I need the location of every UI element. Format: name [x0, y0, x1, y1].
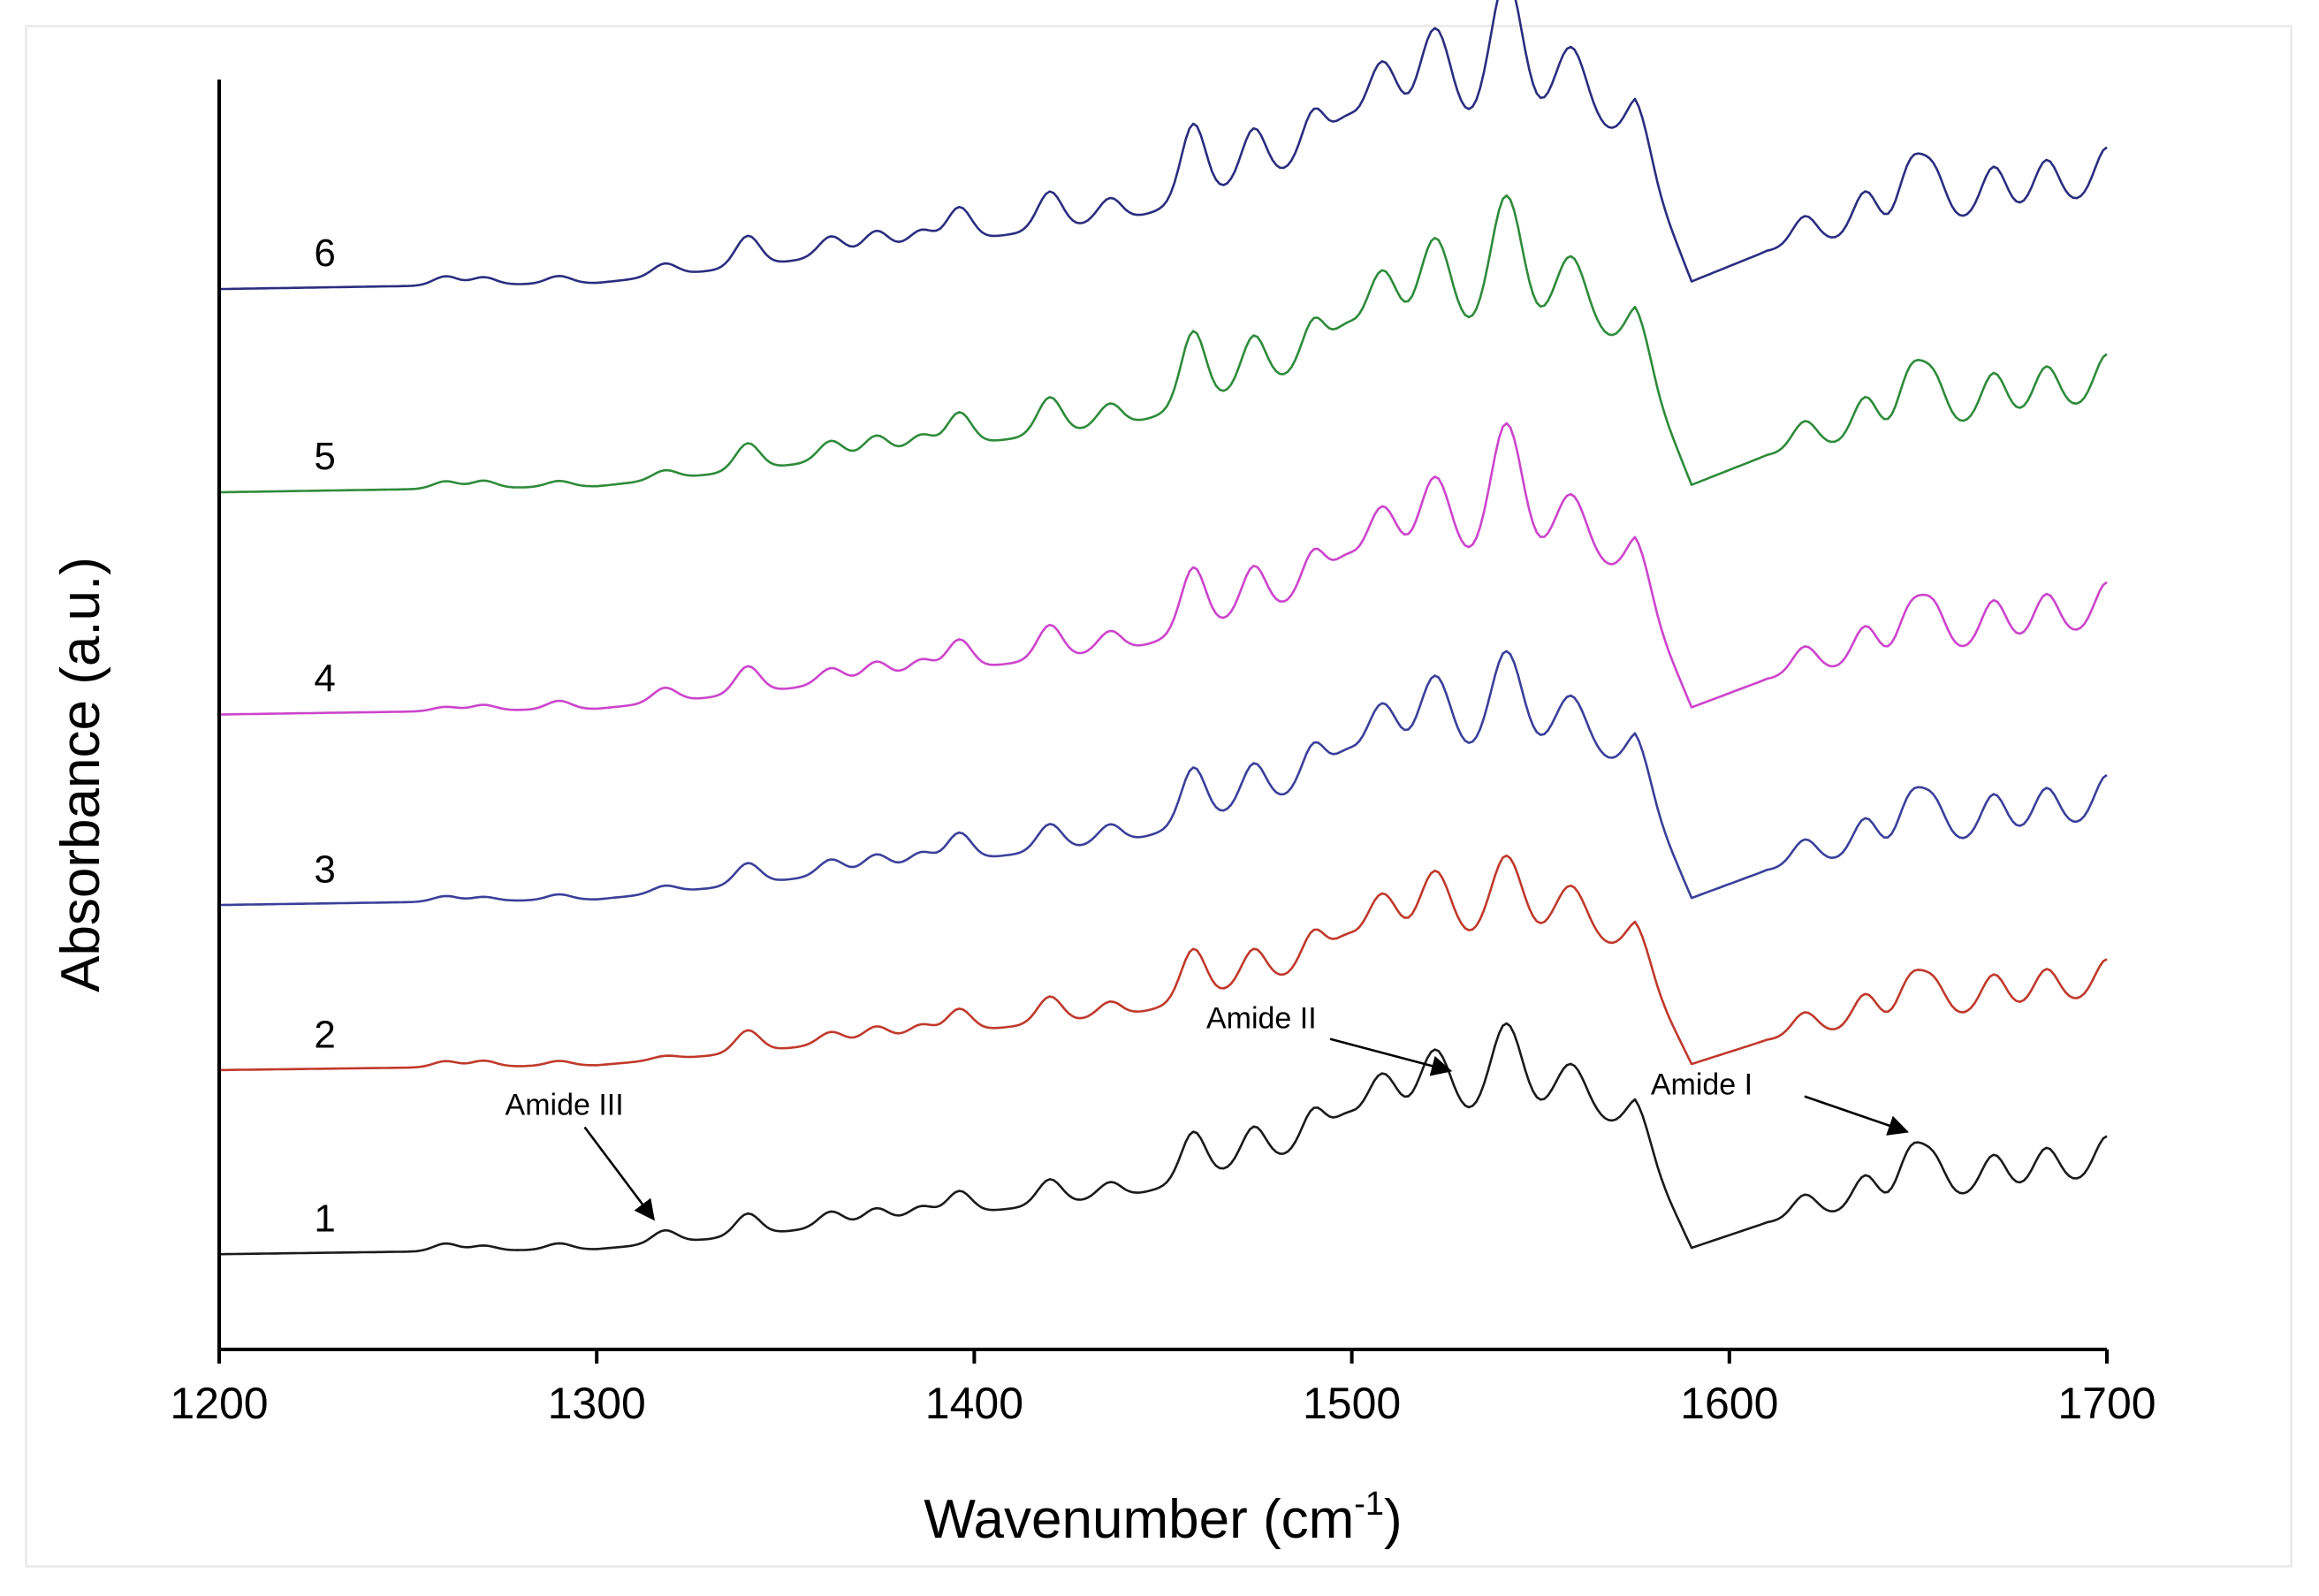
- series-label-4: 4: [314, 657, 335, 701]
- x-tick-label: 1200: [170, 1379, 268, 1428]
- annotation-label-3: Amide I: [1651, 1068, 1753, 1102]
- x-tick-label: 1400: [925, 1379, 1023, 1428]
- axis-layer: 1200 1300 1400 1500 1600 1700 Wavenumber (cm-1…: [50, 80, 2156, 1550]
- annotation-label-1: Amide III: [506, 1089, 624, 1122]
- x-axis-title: Wavenumber (cm-1): [924, 1486, 1402, 1550]
- series-label-2: 2: [314, 1013, 335, 1056]
- series-label-3: 3: [314, 847, 335, 891]
- y-axis-title: Absorbance (a.u.): [50, 557, 111, 992]
- series-label-5: 5: [314, 435, 335, 478]
- x-tick-label: 1500: [1303, 1379, 1401, 1428]
- series-line-6: [218, 0, 2108, 291]
- series-label-1: 1: [314, 1197, 335, 1241]
- label-layer: Amide III Amide II Amide I: [506, 1002, 1910, 1221]
- series-layer: 1 2 3 4 5 6: [218, 0, 2108, 1256]
- annotation-label-2: Amide II: [1206, 1002, 1317, 1036]
- series-line-1: [219, 1022, 2108, 1256]
- annotation-arrow-3: [1804, 1095, 1910, 1136]
- series-line-3: [219, 650, 2108, 907]
- series-label-6: 6: [314, 232, 335, 275]
- x-axis-title-text: Wavenumber (cm: [924, 1489, 1354, 1550]
- x-axis-title-close: ): [1384, 1489, 1403, 1550]
- x-tick-label: 1700: [2057, 1379, 2156, 1428]
- annotation-arrow-2: [1329, 1037, 1453, 1076]
- x-tick-label: 1600: [1680, 1379, 1778, 1428]
- annotation-arrow-1: [583, 1126, 655, 1221]
- series-line-4: [218, 422, 2108, 716]
- x-tick-label: 1300: [548, 1379, 646, 1428]
- figure-frame: [25, 25, 2292, 1568]
- x-axis-title-superscript: -1: [1354, 1486, 1384, 1523]
- series-line-2: [218, 854, 2108, 1072]
- series-line-5: [219, 194, 2108, 494]
